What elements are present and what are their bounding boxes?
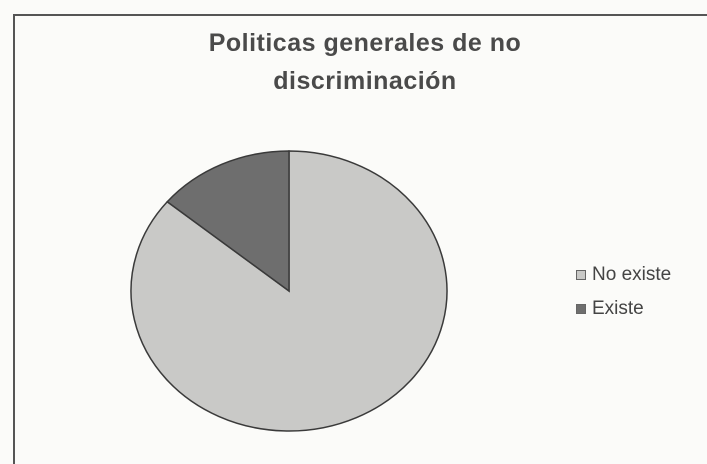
legend-swatch-existe [576, 304, 586, 314]
legend-swatch-no-existe [576, 270, 586, 280]
legend-label-existe: Existe [592, 298, 644, 319]
legend-item-existe: Existe [576, 292, 671, 326]
chart-title: Politicas generales de no discriminación [208, 29, 522, 95]
pie-slice-existe [166, 150, 290, 293]
legend-item-no-existe: No existe [576, 258, 671, 292]
legend-label-no-existe: No existe [592, 264, 672, 285]
pie-slices [130, 150, 448, 432]
legend: No existe Existe [576, 258, 671, 326]
